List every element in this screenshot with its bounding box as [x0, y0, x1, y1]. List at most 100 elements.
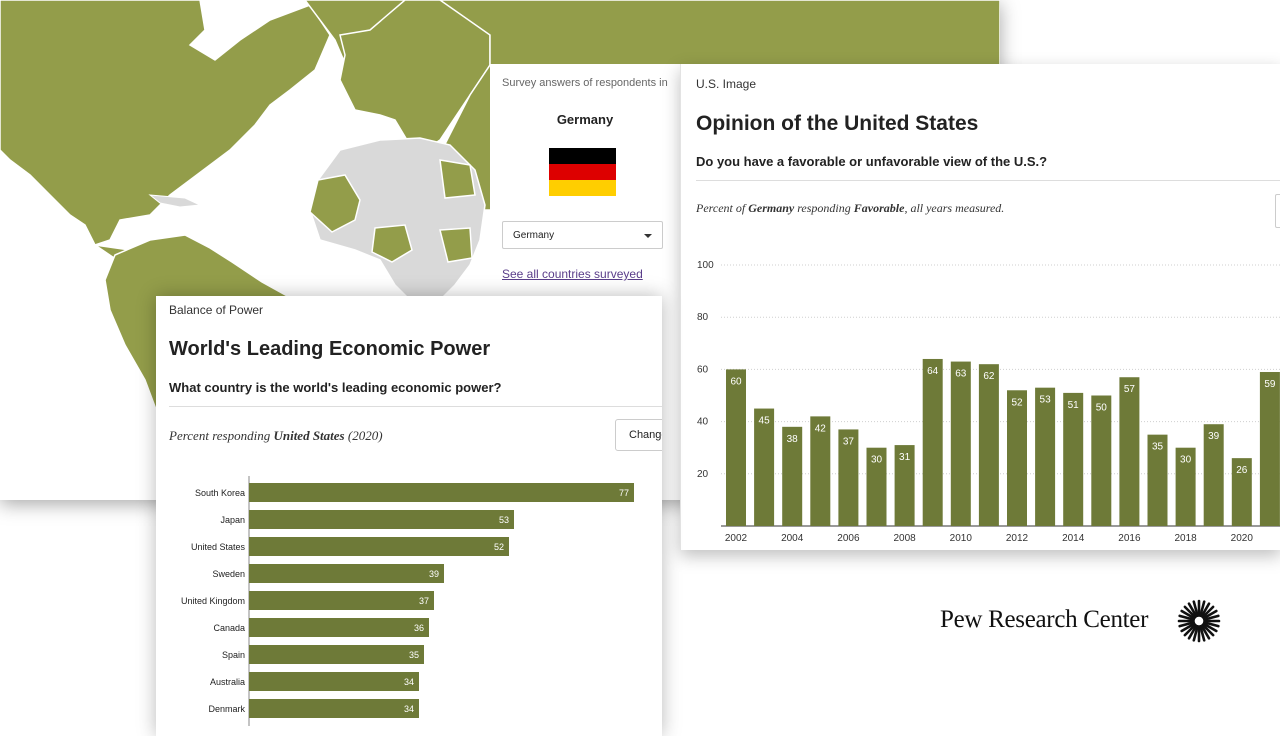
bar-value-label: 38 — [787, 434, 799, 445]
bar-value-label: 59 — [1264, 379, 1276, 390]
bar-2015[interactable] — [1091, 395, 1112, 527]
bar-value-label: 51 — [1068, 400, 1080, 411]
bar-united-states[interactable] — [249, 537, 509, 556]
y-tick-label: 40 — [697, 417, 709, 428]
bar-2018[interactable] — [1175, 447, 1196, 526]
y-tick-label: 100 — [697, 260, 714, 271]
bar-2014[interactable] — [1063, 392, 1084, 526]
category-label: South Korea — [195, 488, 245, 498]
bop-subtitle-country: United States — [273, 428, 345, 443]
bar-2021[interactable] — [1259, 372, 1280, 526]
bar-2011[interactable] — [978, 364, 999, 526]
sunburst-ray — [1199, 600, 1206, 617]
bar-canada[interactable] — [249, 618, 429, 637]
bar-value-label: 36 — [414, 623, 424, 633]
bar-2003[interactable] — [754, 408, 775, 526]
bar-australia[interactable] — [249, 672, 419, 691]
bar-value-label: 37 — [419, 596, 429, 606]
sunburst-ray — [1180, 609, 1196, 620]
bar-2020[interactable] — [1231, 458, 1252, 526]
bar-value-label: 30 — [1180, 455, 1192, 466]
category-label: Sweden — [212, 569, 245, 579]
bar-2019[interactable] — [1203, 424, 1224, 526]
country-dropdown-value: Germany — [513, 230, 555, 241]
bar-value-label: 52 — [1011, 397, 1023, 408]
bar-2017[interactable] — [1147, 434, 1168, 526]
map-africa-surveyed-west[interactable] — [309, 174, 361, 233]
category-label: United Kingdom — [181, 596, 245, 606]
subtitle-mid: responding — [794, 201, 854, 215]
bar-value-label: 53 — [499, 515, 509, 525]
y-tick-label: 60 — [697, 364, 709, 375]
category-label: United States — [191, 542, 246, 552]
bar-sweden[interactable] — [249, 564, 444, 583]
category-label: Denmark — [208, 704, 245, 714]
bar-2009[interactable] — [922, 358, 943, 526]
sunburst-ray — [1203, 614, 1220, 621]
bar-2007[interactable] — [866, 447, 887, 526]
bar-2016[interactable] — [1119, 377, 1140, 526]
map-north-america[interactable] — [0, 0, 331, 246]
country-dropdown[interactable]: Germany — [502, 221, 663, 249]
bop-subtitle-prefix: Percent responding — [169, 428, 274, 443]
map-africa[interactable] — [309, 137, 486, 301]
bar-2010[interactable] — [950, 361, 971, 526]
economic-power-chart: South Korea 77 Japan 53 United States 52 Swede… — [181, 476, 634, 726]
sunburst-ray — [1187, 624, 1198, 640]
us-image-change-button[interactable] — [1275, 194, 1280, 228]
subtitle-prefix: Percent of — [696, 201, 749, 215]
map-europe[interactable] — [339, 0, 491, 151]
bar-2013[interactable] — [1035, 387, 1056, 526]
map-africa-surveyed-center[interactable] — [371, 224, 413, 263]
x-tick-label: 2010 — [950, 533, 973, 544]
bop-section-label: Balance of Power — [169, 303, 264, 317]
bar-2008[interactable] — [894, 445, 915, 526]
bar-2004[interactable] — [782, 426, 803, 526]
sunburst-ray — [1183, 623, 1197, 637]
sunburst-ray — [1202, 609, 1218, 620]
pew-sunburst-icon — [1177, 599, 1221, 643]
y-tick-label: 80 — [697, 312, 709, 323]
sunburst-ray — [1178, 614, 1195, 621]
sunburst-ray — [1180, 622, 1196, 633]
bar-value-label: 64 — [927, 366, 939, 377]
see-all-countries-link[interactable]: See all countries surveyed — [502, 267, 643, 281]
bar-denmark[interactable] — [249, 699, 419, 718]
x-tick-label: 2014 — [1062, 533, 1085, 544]
bop-title: World's Leading Economic Power — [169, 338, 491, 360]
bar-united-kingdom[interactable] — [249, 591, 434, 610]
bar-2006[interactable] — [838, 429, 859, 526]
subtitle-suffix: , all years measured. — [904, 201, 1005, 215]
sunburst-ray — [1202, 622, 1218, 633]
balance-of-power-card: Balance of Power World's Leading Economi… — [156, 296, 662, 736]
bar-south-korea[interactable] — [249, 483, 634, 502]
bar-value-label: 35 — [409, 650, 419, 660]
bar-value-label: 42 — [815, 423, 827, 434]
bar-value-label: 34 — [404, 704, 414, 714]
bar-2012[interactable] — [1007, 390, 1027, 526]
selector-caption: Survey answers of respondents in — [502, 77, 668, 89]
sunburst-ray — [1192, 625, 1199, 642]
sunburst-ray — [1201, 623, 1215, 637]
change-button[interactable]: Change — [615, 419, 662, 451]
chevron-down-icon — [644, 234, 652, 238]
bar-value-label: 45 — [759, 416, 771, 427]
bar-2002[interactable] — [726, 369, 746, 526]
sunburst-ray — [1178, 621, 1195, 628]
bar-2005[interactable] — [810, 416, 831, 526]
us-image-card: U.S. Image Opinion of the United States … — [680, 64, 1280, 550]
map-egypt[interactable] — [439, 159, 476, 199]
category-label: Japan — [220, 515, 245, 525]
map-east-africa[interactable] — [439, 227, 473, 263]
us-image-section-label: U.S. Image — [696, 77, 757, 91]
bar-japan[interactable] — [249, 510, 514, 529]
bar-spain[interactable] — [249, 645, 424, 664]
bop-subtitle: Percent responding United States (2020) — [169, 428, 383, 444]
us-image-divider — [696, 180, 1280, 181]
bar-value-label: 52 — [494, 542, 504, 552]
sunburst-ray — [1183, 605, 1197, 619]
map-caribbean — [148, 194, 202, 208]
bar-value-label: 57 — [1124, 384, 1136, 395]
bar-value-label: 35 — [1152, 442, 1164, 453]
us-image-title: Opinion of the United States — [696, 112, 979, 135]
